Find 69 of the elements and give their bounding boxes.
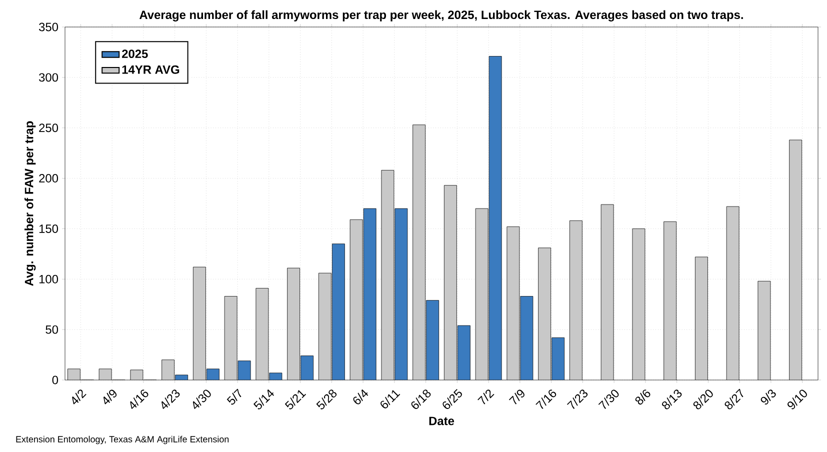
bar — [68, 368, 80, 380]
x-tick-label: 4/23 — [162, 390, 180, 410]
bar — [363, 208, 376, 380]
y-tick-label: 300 — [38, 73, 58, 82]
y-tick-label: 350 — [38, 22, 58, 32]
x-tick-label: 7/30 — [598, 390, 619, 410]
x-tick-label: 8/6 — [635, 390, 650, 405]
x-tick-label: 7/16 — [536, 390, 556, 410]
bar — [570, 220, 582, 380]
bar — [488, 56, 502, 380]
x-tick-label: 6/18 — [411, 390, 431, 409]
x-tick-label: 5/28 — [316, 390, 337, 410]
bar — [664, 221, 677, 380]
y-tick-label: 0 — [52, 376, 58, 384]
bar — [394, 208, 408, 380]
x-tick-label: 7/2 — [478, 390, 494, 404]
x-tick-label: 6/25 — [442, 388, 462, 409]
bar — [318, 272, 332, 380]
bar — [350, 219, 363, 380]
y-tick-label: 200 — [39, 174, 58, 183]
bar — [426, 300, 440, 380]
y-tick-label: 150 — [39, 224, 58, 233]
y-tick-label: 100 — [39, 274, 58, 284]
x-tick-label: 7/9 — [508, 390, 524, 404]
bar — [444, 185, 457, 380]
x-tick-label: 8/13 — [662, 390, 682, 410]
x-tick-label: 4/2 — [72, 390, 86, 404]
bar — [632, 228, 646, 380]
x-tick-label: 4/9 — [103, 390, 117, 404]
bar — [192, 266, 206, 380]
bar — [206, 368, 220, 380]
bar — [552, 337, 565, 380]
bar — [256, 288, 269, 380]
text: Extension Entomology, Texas A&M AgriLife Extension — [16, 436, 229, 444]
bar — [600, 204, 614, 380]
chart-title: Average number of fall armyworms per trap per week, 2025, Lubbock Texas. Averages based on two traps. — [139, 10, 743, 22]
bar — [520, 296, 534, 380]
x-tick-label: 4/30 — [192, 390, 211, 410]
legend-label: 2025 — [122, 50, 148, 58]
x-tick-label: 6/11 — [380, 390, 400, 408]
bar — [758, 280, 771, 380]
x-tick-label: 5/21 — [284, 390, 306, 410]
bar — [457, 325, 470, 380]
bar — [162, 360, 175, 380]
bar — [412, 124, 426, 380]
x-tick-label: 9/3 — [760, 390, 776, 405]
bar — [287, 268, 300, 380]
x-tick-label: 6/4 — [353, 389, 368, 404]
x-tick-label: 4/16 — [130, 390, 148, 410]
bar — [300, 356, 314, 380]
x-tick-label: 9/10 — [788, 390, 807, 410]
bar — [726, 206, 740, 380]
y-axis-title: Avg. number of FAW per trap — [24, 121, 36, 286]
bar — [694, 256, 708, 380]
y-tick-label: 250 — [39, 124, 58, 132]
bar — [789, 140, 802, 380]
x-tick-label: 7/23 — [566, 390, 588, 410]
x-tick-label: 8/20 — [693, 390, 713, 410]
x-tick-label: 5/7 — [226, 388, 242, 405]
x-tick-label: 5/14 — [254, 389, 274, 410]
x-axis-title: Date — [429, 416, 454, 426]
bar — [475, 208, 488, 380]
legend-label: 14YR AVG — [122, 65, 180, 74]
bar — [381, 170, 394, 380]
bar — [538, 248, 552, 380]
y-tick-label: 50 — [46, 325, 58, 334]
bar — [506, 226, 520, 380]
bar — [224, 296, 238, 380]
bar — [332, 244, 345, 380]
